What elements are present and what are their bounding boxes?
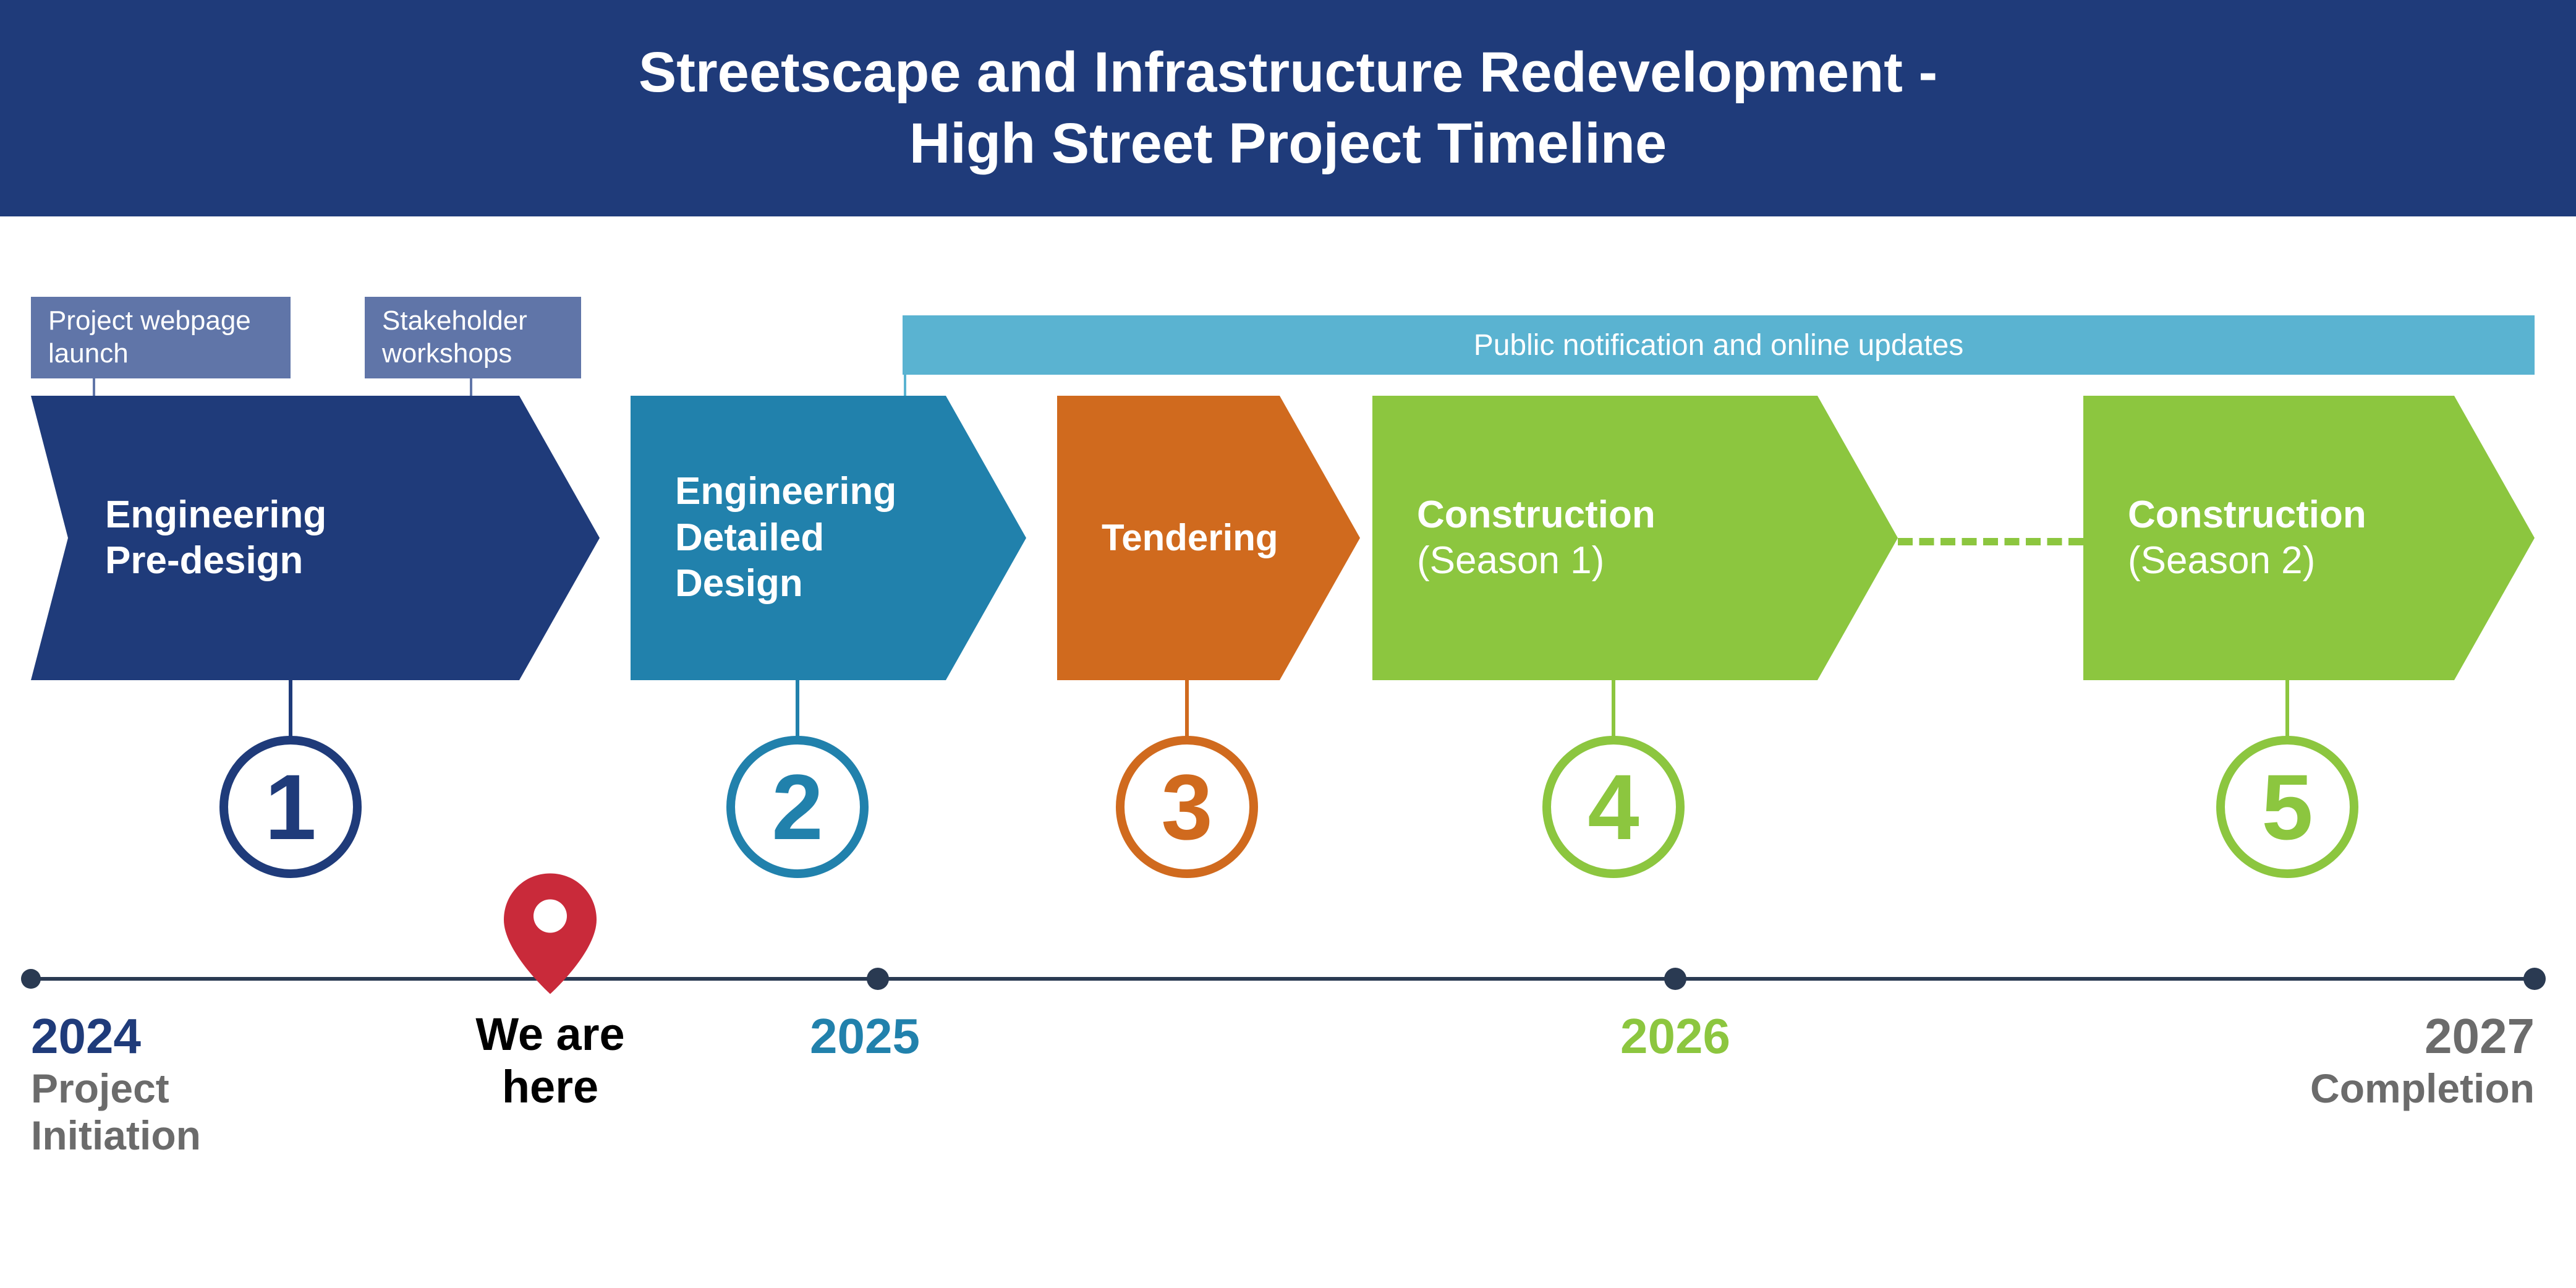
phase-detailed-design-connector [796, 680, 799, 742]
axis-label-2027: 2027Completion [2310, 1008, 2535, 1112]
axis-label-2024: 2024Project Initiation [31, 1008, 201, 1159]
notification-banner: Public notification and online updates [903, 315, 2535, 375]
header-bar: Streetscape and Infrastructure Redevelop… [0, 0, 2576, 216]
phase-construction-1-number: 4 [1542, 736, 1685, 878]
axis-tick [867, 968, 889, 990]
phase-pre-design: Engineering Pre-design [31, 396, 600, 680]
phase-construction-2-number: 5 [2216, 736, 2358, 878]
we-are-here-label: We are here [427, 1008, 674, 1113]
phase-pre-design-number: 1 [219, 736, 362, 878]
phase-tendering-connector [1185, 680, 1189, 742]
page-title: Streetscape and Infrastructure Redevelop… [639, 37, 1937, 179]
timeline: Project webpage launch Stakeholder worksh… [31, 260, 2545, 1288]
axis-label-2026: 2026 [1620, 1008, 1730, 1065]
phase-tendering-label: Tendering [1102, 516, 1278, 560]
phase-detailed-design: Engineering Detailed Design [631, 396, 1026, 680]
season-connector [1898, 538, 2083, 545]
notification-stem [904, 375, 906, 396]
axis-tick [2523, 968, 2546, 990]
phase-construction-2-label: Construction(Season 2) [2128, 492, 2366, 584]
axis-label-2025: 2025 [810, 1008, 920, 1065]
phase-tendering: Tendering [1057, 396, 1360, 680]
webpage-launch-box: Project webpage launch [31, 297, 291, 378]
phase-construction-1: Construction(Season 1) [1372, 396, 1898, 680]
phase-detailed-design-number: 2 [726, 736, 869, 878]
phase-construction-1-connector [1612, 680, 1615, 742]
axis-tick [21, 969, 41, 989]
we-are-here-pin-icon [504, 872, 597, 996]
stakeholder-workshops-box: Stakeholder workshops [365, 297, 581, 378]
phase-construction-2: Construction(Season 2) [2083, 396, 2535, 680]
stakeholder-workshops-stem [470, 378, 472, 396]
phase-tendering-number: 3 [1116, 736, 1258, 878]
phase-detailed-design-label: Engineering Detailed Design [675, 469, 896, 607]
phase-construction-1-label: Construction(Season 1) [1417, 492, 1656, 584]
timeline-axis [31, 977, 2535, 981]
webpage-launch-stem [93, 378, 95, 396]
axis-tick [1664, 968, 1686, 990]
phase-pre-design-connector [289, 680, 292, 742]
phase-construction-2-connector [2285, 680, 2289, 742]
phase-pre-design-label: Engineering Pre-design [105, 492, 326, 584]
